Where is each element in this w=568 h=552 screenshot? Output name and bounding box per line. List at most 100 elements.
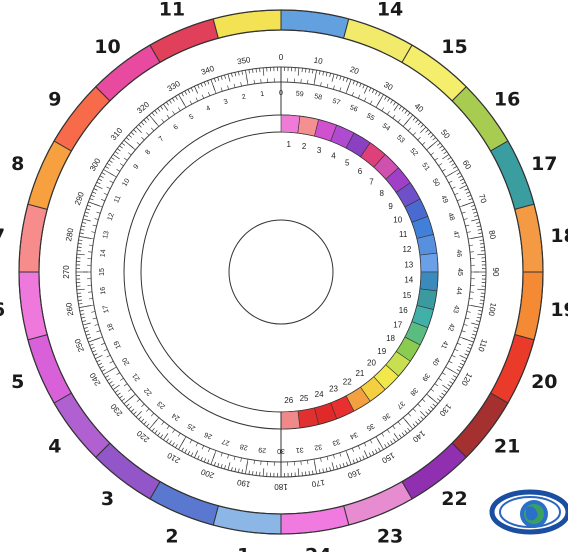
degree-tick [473, 211, 478, 214]
degree-tick [472, 208, 477, 211]
degree-label: 90 [491, 268, 500, 277]
outer-segment-number: 3 [101, 488, 114, 510]
degree-label: 150 [380, 451, 397, 466]
degree-tick [459, 178, 464, 182]
inner-scale-label: 35 [365, 422, 375, 432]
degree-tick [151, 427, 155, 432]
degree-tick [81, 225, 86, 228]
degree-tick [375, 90, 378, 95]
inner-scale-label: 10 [121, 178, 131, 188]
degree-tick [84, 211, 89, 214]
degree-tick [110, 157, 115, 160]
degree-tick [231, 466, 233, 471]
inner-scale-label: 47 [451, 230, 459, 239]
degree-tick [157, 432, 161, 436]
degree-tick [476, 225, 481, 228]
degree-tick [467, 194, 472, 198]
degree-tick [114, 389, 119, 393]
inner-segment-number: 6 [358, 167, 363, 176]
degree-tick [417, 418, 422, 423]
degree-tick [443, 151, 448, 155]
inner-scale-label: 42 [446, 322, 455, 332]
outer-segment-18 [514, 203, 544, 273]
inner-scale-label: 40 [431, 356, 441, 366]
degree-tick [471, 322, 480, 326]
degree-tick [85, 333, 90, 336]
outer-segment-number: 6 [0, 299, 5, 321]
degree-tick [472, 333, 477, 336]
inner-scale-label: 56 [349, 104, 359, 114]
inner-scale-label: 2 [241, 94, 246, 102]
degree-tick [387, 442, 390, 447]
degree-label: 170 [310, 478, 325, 489]
outer-segment-19 [514, 271, 544, 341]
outer-segment-number: 10 [94, 36, 120, 58]
degree-tick [203, 458, 207, 463]
degree-tick [112, 384, 120, 390]
inner-segment-12 [416, 234, 438, 256]
degree-tick [415, 421, 419, 425]
degree-tick [187, 450, 191, 455]
degree-tick [207, 459, 210, 464]
inner-scale-label: 26 [203, 430, 213, 440]
degree-tick [401, 108, 405, 112]
degree-tick [151, 112, 155, 117]
degree-tick [166, 438, 169, 443]
degree-tick [105, 375, 109, 378]
inner-segment-number: 14 [404, 276, 413, 285]
degree-tick [453, 166, 457, 169]
inner-scale-label: 44 [455, 286, 463, 295]
degree-tick [456, 172, 461, 175]
inner-scale-label: 17 [102, 304, 110, 313]
degree-tick [359, 456, 362, 461]
degree-tick [190, 87, 194, 92]
degree-label: 130 [437, 402, 453, 418]
degree-tick [427, 131, 432, 136]
outer-segment-number: 23 [377, 525, 403, 547]
degree-tick [252, 68, 254, 74]
degree-tick [342, 463, 345, 468]
degree-tick [439, 145, 443, 149]
degree-tick [378, 92, 381, 97]
inner-scale-label: 23 [156, 399, 167, 409]
inner-segment-number: 21 [355, 369, 364, 378]
inner-segment-number: 19 [377, 347, 386, 356]
inner-scale-label: 46 [455, 249, 463, 258]
outer-segment-24 [280, 505, 350, 535]
degree-tick [172, 442, 175, 447]
degree-tick [436, 398, 441, 402]
eye-logo-icon [489, 489, 568, 535]
degree-tick [187, 89, 191, 94]
degree-tick [98, 178, 103, 182]
degree-tick [83, 327, 88, 329]
degree-tick [96, 181, 101, 185]
inner-segment-1 [280, 114, 301, 134]
inner-scale-label: 36 [381, 411, 392, 421]
degree-tick [342, 76, 345, 81]
degree-tick [312, 470, 314, 475]
degree-tick [241, 469, 243, 474]
degree-tick [368, 452, 372, 457]
degree-tick [375, 449, 378, 454]
degree-tick [458, 366, 463, 369]
degree-tick [112, 154, 120, 160]
degree-tick [80, 313, 85, 315]
inner-segment-number: 18 [386, 334, 395, 343]
degree-tick [458, 175, 463, 178]
degree-scale: 0 102030405060708090100110120130140150160… [62, 53, 500, 491]
degree-tick [78, 239, 83, 241]
degree-tick [451, 163, 456, 166]
degree-tick [412, 423, 416, 427]
degree-tick [169, 440, 172, 445]
degree-tick [93, 188, 98, 191]
degree-tick [449, 160, 454, 163]
degree-tick [207, 80, 210, 85]
degree-tick [474, 327, 479, 329]
degree-tick [461, 359, 466, 363]
outer-segment-number: 21 [494, 435, 520, 457]
degree-tick [339, 75, 342, 80]
degree-tick [441, 392, 445, 396]
degree-tick [412, 117, 416, 121]
degree-tick [470, 204, 475, 207]
